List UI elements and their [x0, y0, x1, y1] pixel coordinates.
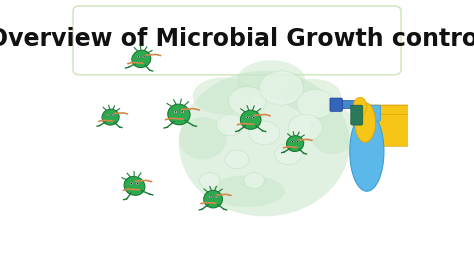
Circle shape [253, 117, 255, 118]
Circle shape [297, 89, 334, 118]
Circle shape [200, 173, 220, 189]
FancyBboxPatch shape [360, 105, 411, 145]
Circle shape [137, 56, 139, 57]
Circle shape [181, 111, 183, 113]
Circle shape [210, 196, 211, 198]
Ellipse shape [192, 77, 254, 114]
Ellipse shape [204, 190, 222, 208]
FancyBboxPatch shape [338, 101, 357, 109]
Ellipse shape [102, 109, 119, 125]
Circle shape [296, 140, 299, 143]
Ellipse shape [283, 79, 341, 113]
Circle shape [291, 140, 294, 143]
Ellipse shape [287, 136, 304, 152]
Circle shape [246, 117, 248, 118]
Circle shape [143, 56, 145, 57]
Ellipse shape [350, 112, 384, 191]
Circle shape [274, 144, 302, 165]
Ellipse shape [179, 117, 227, 159]
Circle shape [112, 115, 114, 116]
Circle shape [225, 150, 249, 169]
Circle shape [136, 182, 139, 185]
FancyBboxPatch shape [351, 105, 363, 125]
Ellipse shape [237, 60, 305, 100]
Circle shape [246, 116, 249, 119]
Circle shape [180, 110, 184, 113]
Circle shape [249, 121, 280, 145]
Circle shape [111, 114, 115, 116]
Ellipse shape [355, 103, 375, 142]
Circle shape [107, 115, 109, 116]
Circle shape [137, 55, 140, 58]
Circle shape [217, 114, 244, 136]
Text: Overview of Microbial Growth control: Overview of Microbial Growth control [0, 27, 474, 51]
Circle shape [209, 196, 212, 198]
Circle shape [173, 110, 178, 113]
Ellipse shape [168, 104, 190, 125]
Ellipse shape [353, 97, 367, 116]
Circle shape [244, 173, 264, 189]
Circle shape [143, 55, 146, 58]
Circle shape [130, 183, 132, 184]
Circle shape [288, 114, 322, 141]
FancyBboxPatch shape [353, 105, 381, 121]
FancyBboxPatch shape [73, 6, 401, 75]
Ellipse shape [240, 110, 261, 129]
Circle shape [259, 71, 304, 105]
Circle shape [292, 141, 293, 142]
Circle shape [174, 111, 177, 113]
Circle shape [129, 182, 133, 185]
Ellipse shape [179, 71, 350, 216]
FancyBboxPatch shape [330, 98, 342, 111]
Ellipse shape [309, 107, 356, 154]
Ellipse shape [124, 177, 145, 195]
Circle shape [215, 196, 217, 198]
Circle shape [214, 196, 218, 198]
FancyBboxPatch shape [374, 114, 411, 146]
Circle shape [107, 114, 109, 116]
Circle shape [137, 183, 138, 184]
Ellipse shape [210, 175, 285, 207]
Circle shape [228, 87, 266, 116]
Ellipse shape [132, 50, 151, 68]
Circle shape [297, 141, 299, 142]
Circle shape [252, 116, 255, 119]
